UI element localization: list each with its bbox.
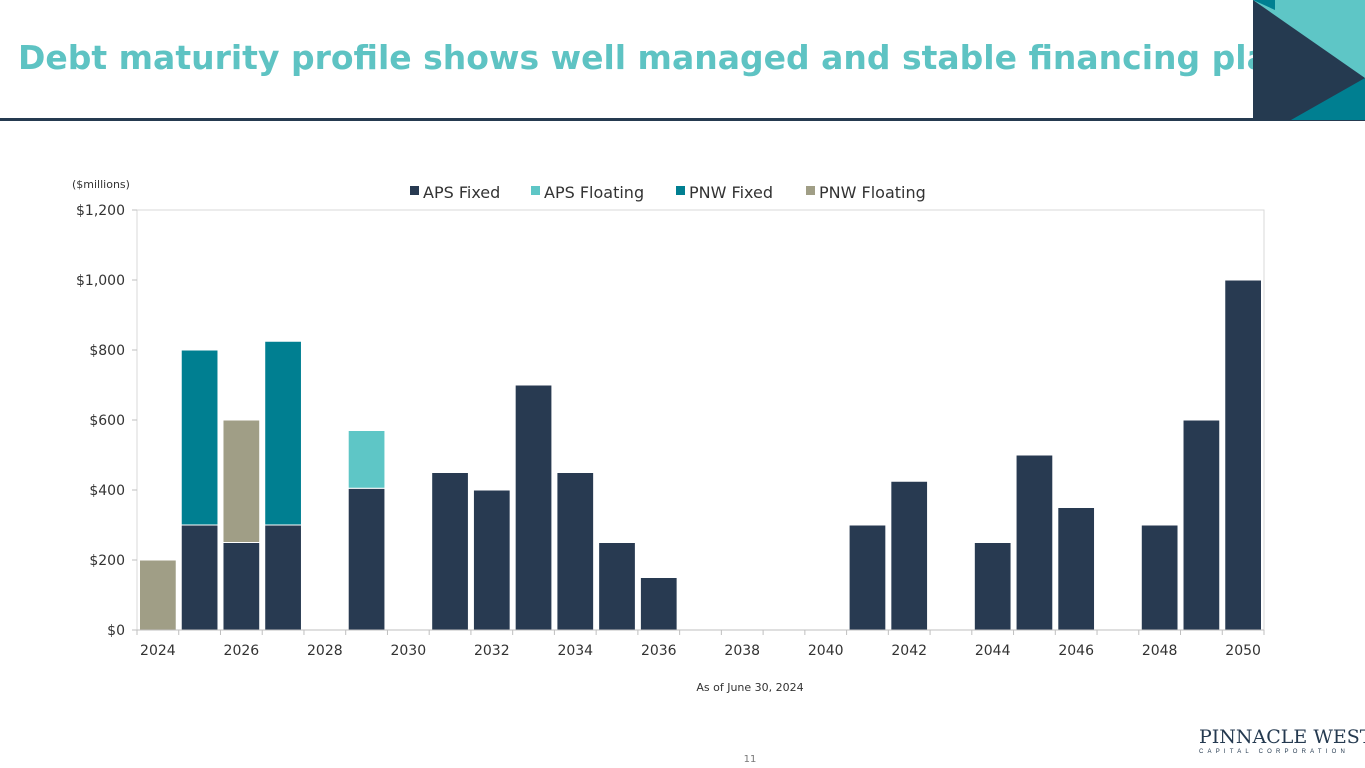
x-tick-label: 2042 xyxy=(891,643,927,659)
bar-aps-fixed-2031 xyxy=(431,472,469,631)
y-tick-label: $1,000 xyxy=(76,273,125,289)
x-tick-label: 2026 xyxy=(224,643,260,659)
bar-aps-fixed-2032 xyxy=(472,489,511,631)
bar-aps-fixed-2042 xyxy=(890,480,929,631)
bar-pnw-fixed-2025 xyxy=(180,349,219,526)
legend-label-pnw-floating: PNW Floating xyxy=(819,183,926,202)
logo-sub-text: CAPITAL CORPORATION xyxy=(1199,749,1350,755)
legend-label-pnw-fixed: PNW Fixed xyxy=(689,183,773,202)
bar-pnw-fixed-2027 xyxy=(264,340,302,526)
x-tick-label: 2036 xyxy=(641,643,677,659)
corner-small-shape xyxy=(1253,0,1275,10)
slide-title: Debt maturity profile shows well managed… xyxy=(18,38,1293,77)
footnote: As of June 30, 2024 xyxy=(696,681,804,694)
page-number: 11 xyxy=(743,754,757,765)
y-tick-label: $0 xyxy=(107,623,125,639)
logo-main-text: PINNACLE WEST xyxy=(1199,726,1365,748)
bar-aps-fixed-2050 xyxy=(1224,279,1262,631)
bar-aps-fixed-2026 xyxy=(222,542,261,631)
bar-aps-fixed-2027 xyxy=(264,524,302,631)
chart-legend: APS Fixed APS Floating PNW Fixed PNW Floati… xyxy=(410,183,926,202)
x-tick-label: 2034 xyxy=(557,643,593,659)
legend-swatch-pnw-fixed xyxy=(676,186,685,195)
bar-aps-fixed-2025 xyxy=(180,524,219,631)
bar-aps-fixed-2045 xyxy=(1015,454,1054,631)
bar-aps-fixed-2035 xyxy=(598,542,636,631)
corner-graphic xyxy=(1253,0,1365,120)
bar-pnw-floating-2026 xyxy=(222,419,261,543)
x-tick-label: 2024 xyxy=(140,643,176,659)
y-tick-label: $600 xyxy=(89,413,125,429)
bar-aps-fixed-2041 xyxy=(848,524,887,631)
y-tick-label: $800 xyxy=(89,343,125,359)
legend-swatch-aps-fixed xyxy=(410,186,419,195)
bar-aps-fixed-2048 xyxy=(1140,524,1179,631)
x-tick-label: 2050 xyxy=(1225,643,1261,659)
bar-pnw-floating-2024 xyxy=(139,559,177,631)
bar-aps-fixed-2049 xyxy=(1182,419,1221,631)
legend-swatch-aps-floating xyxy=(531,186,540,195)
corner-teal-shape xyxy=(1253,0,1365,78)
bar-aps-fixed-2046 xyxy=(1057,507,1096,631)
units-label: ($millions) xyxy=(72,178,130,191)
company-logo: PINNACLE WEST CAPITAL CORPORATION xyxy=(1199,726,1365,756)
title-divider xyxy=(0,118,1365,121)
bar-aps-floating-2029 xyxy=(347,430,386,489)
legend-label-aps-fixed: APS Fixed xyxy=(423,183,500,202)
y-tick-label: $400 xyxy=(89,483,125,499)
legend-swatch-pnw-floating xyxy=(806,186,815,195)
bar-aps-fixed-2029 xyxy=(347,487,386,631)
y-tick-label: $1,200 xyxy=(76,203,125,219)
y-tick-label: $200 xyxy=(89,553,125,569)
x-tick-label: 2038 xyxy=(724,643,760,659)
x-tick-label: 2028 xyxy=(307,643,343,659)
x-tick-label: 2046 xyxy=(1058,643,1094,659)
bar-aps-fixed-2044 xyxy=(973,542,1012,631)
bar-aps-fixed-2034 xyxy=(556,472,595,631)
x-tick-label: 2048 xyxy=(1142,643,1178,659)
x-tick-label: 2040 xyxy=(808,643,844,659)
legend-label-aps-floating: APS Floating xyxy=(544,183,644,202)
corner-dark-teal-shape xyxy=(1291,78,1365,120)
x-tick-label: 2032 xyxy=(474,643,510,659)
bar-aps-fixed-2033 xyxy=(514,384,553,631)
bar-aps-fixed-2036 xyxy=(639,577,678,631)
x-tick-label: 2030 xyxy=(390,643,426,659)
x-tick-label: 2044 xyxy=(975,643,1011,659)
plot-area: $0 $200 $400 $600 $800 $1,000 $1,200 2024 2026 20… xyxy=(76,203,1265,659)
